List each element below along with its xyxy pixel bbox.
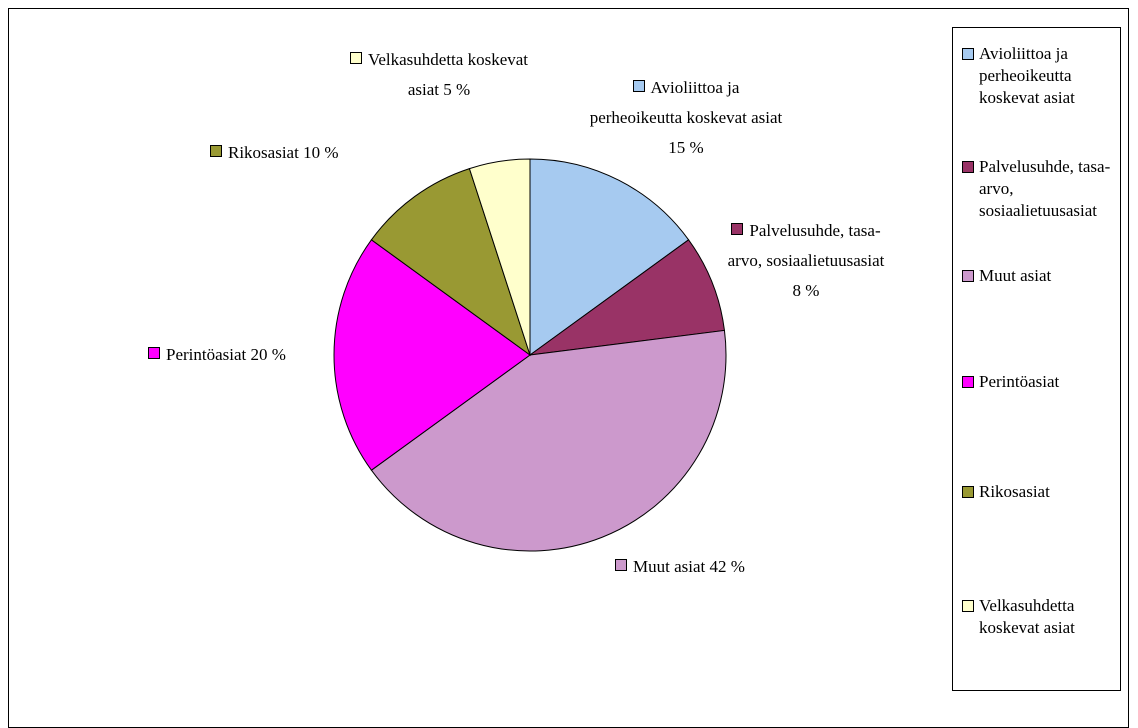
data-label: Avioliittoa ja perheoikeutta koskevat as… [586, 73, 786, 163]
legend-item: Perintöasiat [959, 371, 1119, 393]
legend-item: Palvelusuhde, tasa-arvo, sosiaalietuusas… [959, 156, 1119, 222]
label-value: 8 % [792, 281, 820, 300]
data-label: Rikosasiat 10 % [210, 138, 410, 168]
pie-slice [370, 167, 531, 357]
legend-label: Rikosasiat [979, 482, 1050, 501]
label-category: Rikosasiat [228, 143, 299, 162]
pie-slice [468, 158, 531, 356]
pie-slice [333, 239, 531, 471]
label-swatch [148, 347, 160, 359]
data-label: Muut asiat 42 % [615, 552, 815, 582]
label-category: Palvelusuhde, tasa-arvo, sosiaalietuusas… [727, 221, 885, 270]
pie-slice [529, 239, 726, 356]
pie-slice [529, 158, 690, 356]
label-value: 10 % [303, 143, 339, 162]
label-category: Velkasuhdetta koskevat asiat [367, 50, 529, 99]
legend-item: Velkasuhdetta koskevat asiat [959, 595, 1119, 639]
legend-item: Rikosasiat [959, 481, 1119, 503]
legend-swatch [962, 48, 974, 60]
label-swatch [349, 52, 362, 64]
legend-swatch [962, 376, 974, 388]
pie-slice [370, 329, 727, 552]
label-value: 15 % [668, 138, 704, 157]
label-value: 5 % [443, 80, 471, 99]
label-swatch [731, 223, 744, 235]
data-label: Velkasuhdetta koskevat asiat 5 % [344, 45, 534, 105]
legend-swatch [962, 161, 974, 173]
legend-swatch [962, 486, 974, 498]
label-category: Avioliittoa ja perheoikeutta koskevat as… [589, 78, 783, 127]
legend-label: Palvelusuhde, tasa-arvo, sosiaalietuusas… [979, 157, 1111, 220]
label-swatch [615, 559, 627, 571]
legend: Avioliittoa ja perheoikeutta koskevat as… [952, 27, 1121, 691]
legend-item: Avioliittoa ja perheoikeutta koskevat as… [959, 43, 1119, 109]
legend-label: Velkasuhdetta koskevat asiat [979, 596, 1075, 637]
label-category: Perintöasiat [166, 345, 247, 364]
label-swatch [210, 145, 222, 157]
label-value: 42 % [709, 557, 745, 576]
label-category: Muut asiat [633, 557, 706, 576]
label-swatch [632, 80, 645, 92]
legend-swatch [962, 600, 974, 612]
legend-label: Muut asiat [979, 266, 1052, 285]
legend-item: Muut asiat [959, 265, 1119, 287]
legend-label: Avioliittoa ja perheoikeutta koskevat as… [979, 44, 1075, 107]
legend-swatch [962, 270, 974, 282]
data-label: Perintöasiat 20 % [148, 340, 348, 370]
label-value: 20 % [250, 345, 286, 364]
data-label: Palvelusuhde, tasa-arvo, sosiaalietuusas… [726, 216, 886, 306]
legend-label: Perintöasiat [979, 372, 1060, 391]
